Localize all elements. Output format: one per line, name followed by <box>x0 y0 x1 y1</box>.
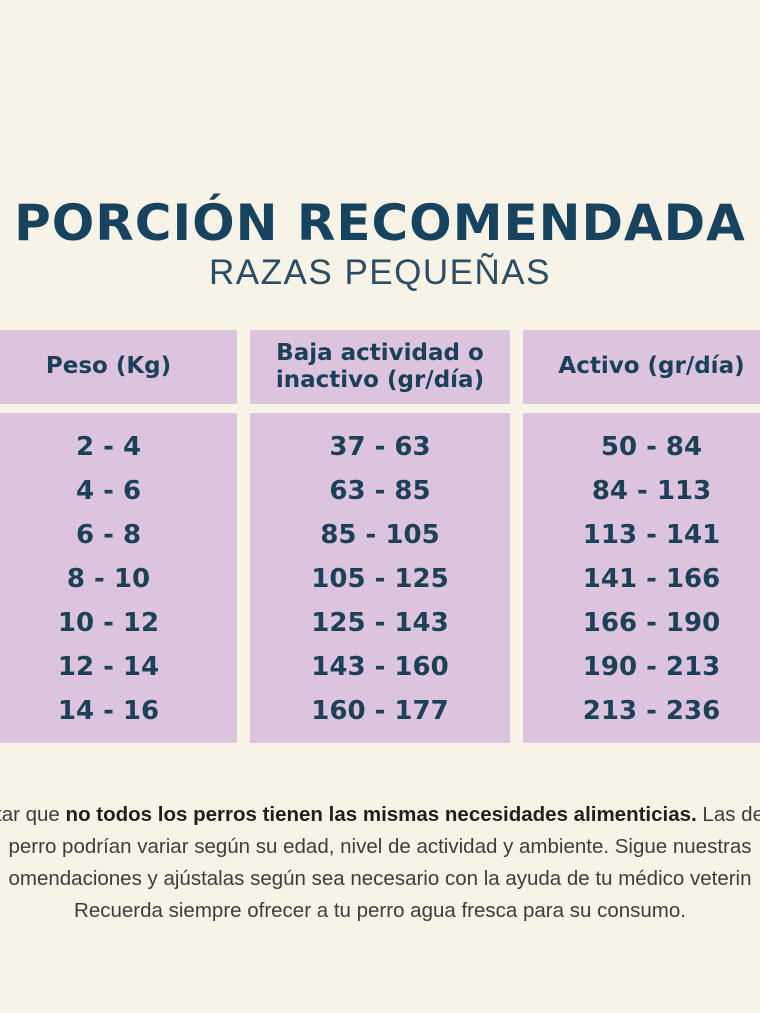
table-cell: 213 - 236 <box>582 696 721 726</box>
table-cell: 10 - 12 <box>57 608 160 638</box>
footer-line-2: perro podrían variar según su edad, nive… <box>8 835 752 858</box>
table-column-activo: 50 - 84 84 - 113 113 - 141 141 - 166 166… <box>523 413 760 743</box>
table-cell: 160 - 177 <box>311 696 449 726</box>
table-header-baja-actividad: Baja actividad o inactivo (gr/día) <box>250 330 510 404</box>
footer-note: tar que no todos los perros tienen las m… <box>0 799 760 927</box>
table-cell: 105 - 125 <box>311 564 449 594</box>
table-cell: 8 - 10 <box>66 564 151 594</box>
table-cell: 14 - 16 <box>57 696 160 726</box>
footer-line-4: Recuerda siempre ofrecer a tu perro agua… <box>74 899 686 922</box>
table-column-peso: 2 - 4 4 - 6 6 - 8 8 - 10 10 - 12 12 - 14… <box>0 413 237 743</box>
table-cell: 63 - 85 <box>329 476 431 506</box>
table-cell: 166 - 190 <box>582 608 721 638</box>
page-title: PORCIÓN RECOMENDADA <box>14 193 746 252</box>
table-cell: 143 - 160 <box>311 652 449 682</box>
table-cell: 2 - 4 <box>75 432 142 462</box>
table-cell: 84 - 113 <box>591 476 712 506</box>
table-header-row: Peso (Kg) Baja actividad o inactivo (gr/… <box>0 330 760 404</box>
table-column-baja-actividad: 37 - 63 63 - 85 85 - 105 105 - 125 125 -… <box>250 413 510 743</box>
footer-line-1-text: tar que no todos los perros tienen las m… <box>0 803 760 826</box>
table-cell: 4 - 6 <box>75 476 142 506</box>
feeding-portions-table: Peso (Kg) Baja actividad o inactivo (gr/… <box>0 330 760 743</box>
table-cell: 85 - 105 <box>320 520 440 550</box>
table-body: 2 - 4 4 - 6 6 - 8 8 - 10 10 - 12 12 - 14… <box>0 413 760 743</box>
table-cell: 12 - 14 <box>57 652 160 682</box>
table-cell: 37 - 63 <box>329 432 431 462</box>
table-header-activo: Activo (gr/día) <box>523 330 760 404</box>
footer-line-1: tar que no todos los perros tienen las m… <box>0 799 760 831</box>
table-cell: 6 - 8 <box>75 520 142 550</box>
table-cell: 50 - 84 <box>600 432 703 462</box>
table-cell: 190 - 213 <box>582 652 721 682</box>
footer-line-3: omendaciones y ajústalas según sea neces… <box>8 867 752 890</box>
table-header-peso: Peso (Kg) <box>0 330 237 404</box>
table-cell: 125 - 143 <box>311 608 449 638</box>
table-cell: 113 - 141 <box>582 520 721 550</box>
page-subtitle: RAZAS PEQUEÑAS <box>209 253 551 293</box>
table-cell: 141 - 166 <box>582 564 721 594</box>
